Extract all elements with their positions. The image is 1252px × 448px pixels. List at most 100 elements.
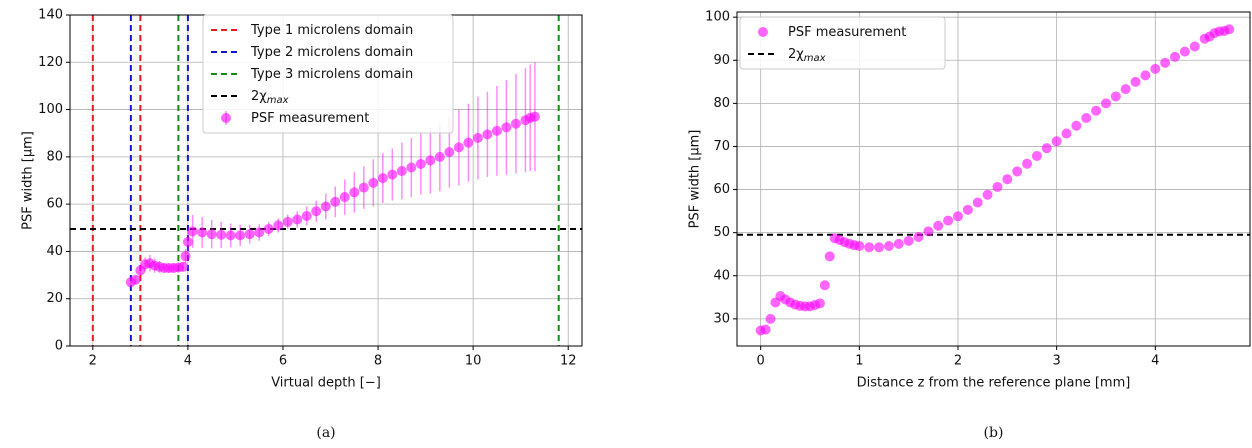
legend-box <box>202 14 454 134</box>
data-point <box>339 192 350 203</box>
data-point <box>1160 57 1171 68</box>
data-point <box>903 235 914 246</box>
data-point <box>854 241 865 252</box>
plot-area <box>737 24 1250 336</box>
data-point <box>178 261 189 272</box>
data-point <box>1061 128 1072 139</box>
data-point <box>396 166 407 177</box>
data-point <box>923 226 934 237</box>
data-point <box>529 111 540 122</box>
data-point <box>933 220 944 231</box>
data-point <box>254 227 265 238</box>
data-point <box>197 227 208 238</box>
data-point <box>1130 76 1141 87</box>
x-tick-label: 1 <box>855 354 863 369</box>
data-point <box>819 280 830 291</box>
data-point <box>182 236 193 247</box>
legend-label: Type 3 microlens domain <box>250 67 413 82</box>
panel: 0 1 2 3 4 30 40 50 60 70 80 90 100 PSF measurement 2χm… <box>688 10 1251 441</box>
y-axis-label: PSF width [μm] <box>21 131 36 230</box>
data-point <box>130 274 141 285</box>
x-tick-label: 10 <box>465 354 482 369</box>
legend-label: 2χmax <box>251 89 289 107</box>
data-point <box>282 216 293 227</box>
legend-subscript: max <box>804 53 826 64</box>
data-point <box>415 158 426 169</box>
y-tick-label: 40 <box>713 268 730 283</box>
x-tick-label: 3 <box>1052 354 1060 369</box>
legend-text: Type 3 microlens domain <box>250 67 413 82</box>
data-point <box>972 197 983 208</box>
x-tick-label: 12 <box>560 354 577 369</box>
data-point <box>992 181 1003 192</box>
data-point <box>425 155 436 166</box>
data-point <box>1081 113 1092 124</box>
legend-swatch <box>758 27 768 37</box>
data-point <box>311 206 322 217</box>
data-point <box>406 162 417 173</box>
data-point <box>510 118 521 129</box>
y-tick-label: 140 <box>38 8 63 23</box>
plot-area <box>70 15 582 346</box>
x-tick-label: 6 <box>279 354 287 369</box>
y-tick-label: 40 <box>46 244 63 259</box>
data-point <box>864 242 875 253</box>
data-point <box>1100 98 1111 109</box>
data-point <box>301 210 312 221</box>
data-point <box>1120 84 1131 95</box>
legend-label: 2χmax <box>788 47 826 65</box>
legend-label: PSF measurement <box>251 111 369 126</box>
data-point <box>330 196 341 207</box>
x-tick-label: 2 <box>954 354 962 369</box>
data-point <box>1071 120 1082 131</box>
data-point <box>444 147 455 158</box>
data-point <box>883 241 894 252</box>
data-point <box>453 142 464 153</box>
data-point <box>1091 105 1102 116</box>
data-point <box>1150 63 1161 74</box>
data-point <box>952 211 963 222</box>
y-tick-label: 80 <box>713 96 730 111</box>
x-axis-label: Virtual depth [−] <box>271 376 381 391</box>
data-point <box>1170 51 1181 62</box>
y-tick-label: 60 <box>46 197 63 212</box>
x-tick-label: 2 <box>89 354 97 369</box>
x-axis-label: Distance z from the reference plane [mm] <box>857 376 1131 391</box>
data-point <box>893 238 904 249</box>
legend: Type 1 microlens domain Type 2 microlens … <box>202 14 454 134</box>
y-tick-label: 0 <box>55 339 63 354</box>
legend-label: Type 2 microlens domain <box>250 45 413 60</box>
y-tick-label: 20 <box>46 291 63 306</box>
legend-box <box>739 16 946 70</box>
data-point <box>368 177 379 188</box>
plot-frame <box>736 11 1251 347</box>
legend-subscript: max <box>267 95 289 106</box>
data-point <box>1140 70 1151 81</box>
caption: (b) <box>984 425 1004 441</box>
y-axis-label: PSF width [μm] <box>688 130 703 229</box>
caption: (a) <box>316 425 335 441</box>
data-point <box>482 129 493 140</box>
x-tick-label: 8 <box>374 354 382 369</box>
data-point <box>387 169 398 180</box>
data-point <box>320 201 331 212</box>
data-point <box>1110 91 1121 102</box>
data-point <box>765 313 776 324</box>
data-point <box>263 223 274 234</box>
legend-text: PSF measurement <box>251 111 369 126</box>
data-point <box>1224 24 1235 35</box>
y-tick-label: 80 <box>46 149 63 164</box>
data-point <box>180 251 191 262</box>
legend-text: Type 2 microlens domain <box>250 45 413 60</box>
legend-label: Type 1 microlens domain <box>250 23 413 38</box>
data-point <box>1012 166 1023 177</box>
data-point <box>943 215 954 226</box>
data-point <box>913 231 924 242</box>
y-tick-label: 60 <box>713 182 730 197</box>
data-point <box>187 226 198 237</box>
x-tick-label: 0 <box>757 354 765 369</box>
data-point <box>760 324 771 335</box>
y-tick-label: 100 <box>38 102 63 117</box>
y-tick-label: 70 <box>713 139 730 154</box>
